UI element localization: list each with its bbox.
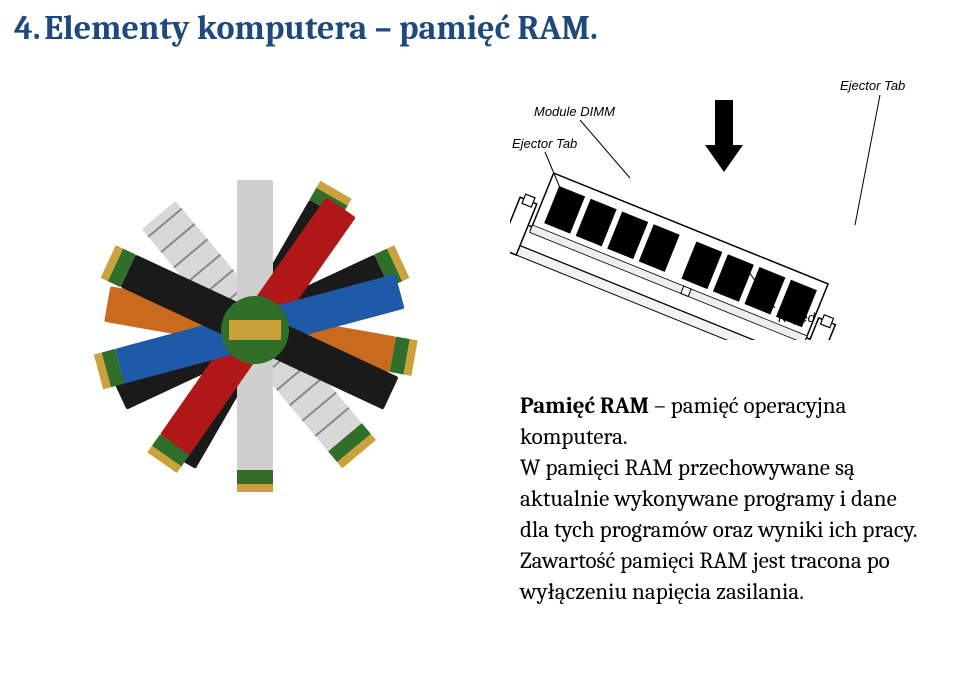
- title-number: 4.: [14, 8, 41, 48]
- body-lead: Pamięć RAM: [520, 392, 649, 419]
- body-paragraph: W pamięci RAM przechowywane są aktualnie…: [520, 454, 917, 605]
- title-text: Elementy komputera – pamięć RAM.: [44, 8, 598, 48]
- diagram-label-module: Module DIMM: [534, 104, 615, 119]
- page-title: 4. Elementy komputera – pamięć RAM.: [14, 8, 598, 48]
- diagram-label-ejector-right: Ejector Tab: [840, 78, 905, 93]
- body-text: Pamięć RAM – pamięć operacyjna komputera…: [520, 390, 930, 607]
- ram-photo: [20, 100, 490, 600]
- diagram-label-ejector-left: Ejector Tab: [512, 136, 577, 151]
- diagram-label-keyed: Keyed: [778, 310, 816, 325]
- dimm-diagram: Module DIMM Ejector Tab Ejector Tab Keye…: [510, 60, 930, 340]
